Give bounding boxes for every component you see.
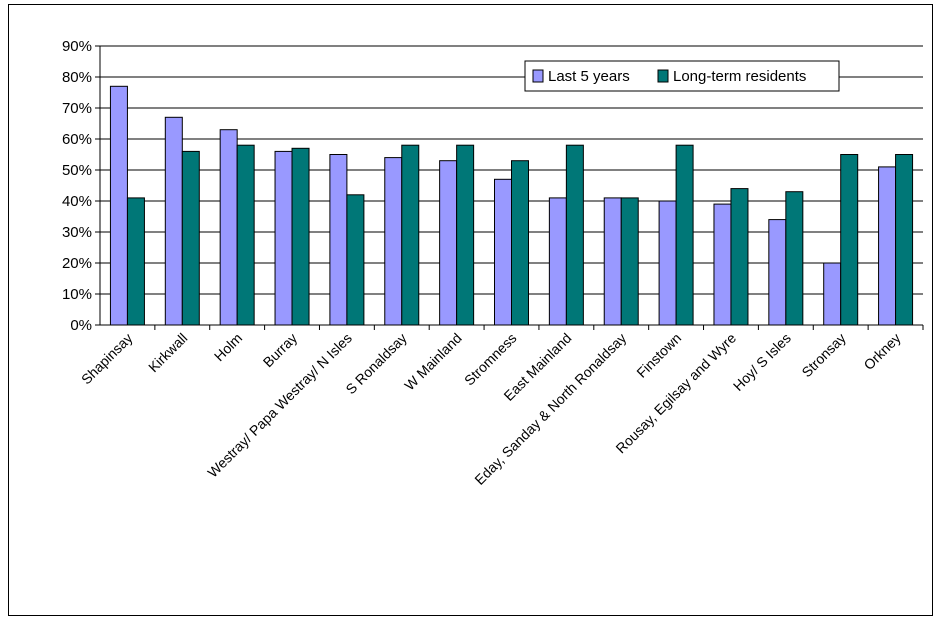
bar-long-term-residents xyxy=(895,154,914,326)
bar-long-term-residents xyxy=(456,144,475,326)
bar-long-term-residents xyxy=(401,144,420,326)
y-tick-label: 30% xyxy=(62,224,92,241)
bar-long-term-residents xyxy=(511,160,529,326)
bar-chart: 0% 10% 20% 30% 40% 50% 60% 70% 80% 90% Shapinsay Ki… xyxy=(62,38,924,488)
x-category-label: Shapinsay xyxy=(78,330,136,388)
bar-last-5-years xyxy=(494,178,512,326)
y-tick-label: 40% xyxy=(62,193,92,210)
legend-label: Last 5 years xyxy=(548,68,630,85)
bar-last-5-years xyxy=(164,116,183,326)
bar-long-term-residents xyxy=(181,150,200,326)
bar-long-term-residents xyxy=(785,191,804,326)
bar-long-term-residents xyxy=(840,154,859,326)
bar-last-5-years xyxy=(219,129,238,326)
bar-long-term-residents xyxy=(346,194,365,326)
legend: Last 5 years Long-term residents xyxy=(524,60,840,92)
bar-last-5-years xyxy=(878,166,897,326)
x-category-label: Orkney xyxy=(860,330,903,373)
y-tick-label: 70% xyxy=(62,100,92,117)
bar-last-5-years xyxy=(658,200,677,326)
x-category-label: Finstown xyxy=(633,330,684,381)
legend-swatch-long-term-residents xyxy=(657,69,669,83)
bar-last-5-years xyxy=(109,85,128,326)
legend-label: Long-term residents xyxy=(673,68,806,85)
bar-long-term-residents xyxy=(236,144,255,326)
bar-last-5-years xyxy=(823,262,842,326)
bar-last-5-years xyxy=(603,197,622,326)
y-tick-label: 90% xyxy=(62,38,92,55)
bar-long-term-residents xyxy=(675,144,694,326)
bar-last-5-years xyxy=(713,203,732,326)
bar-last-5-years xyxy=(274,150,293,326)
bar-long-term-residents xyxy=(730,188,749,326)
x-category-label: W Mainland xyxy=(401,330,465,394)
bar-last-5-years xyxy=(768,219,787,326)
legend-swatch-last-5-years xyxy=(532,69,544,83)
y-tick-label: 80% xyxy=(62,69,92,86)
x-category-label: Kirkwall xyxy=(145,330,190,375)
x-category-label: Burray xyxy=(260,330,300,370)
x-category-label: Hoy/ S Isles xyxy=(730,330,794,394)
chart-area: 0% 10% 20% 30% 40% 50% 60% 70% 80% 90% Shapinsay Ki… xyxy=(8,4,933,616)
y-tick-label: 50% xyxy=(62,162,92,179)
legend-box xyxy=(524,60,840,92)
bar-long-term-residents xyxy=(126,197,145,326)
y-tick-label: 60% xyxy=(62,131,92,148)
bar-last-5-years xyxy=(548,197,567,326)
y-tick-label: 0% xyxy=(70,317,92,334)
bar-last-5-years xyxy=(329,154,348,326)
x-category-label: Stromness xyxy=(461,330,520,389)
bar-long-term-residents xyxy=(565,144,584,326)
y-tick-label: 10% xyxy=(62,286,92,303)
bar-last-5-years xyxy=(384,157,403,326)
x-category-label: Stronsay xyxy=(798,330,848,380)
x-category-label: Holm xyxy=(211,330,245,364)
bar-last-5-years xyxy=(439,160,458,326)
bar-long-term-residents xyxy=(620,197,639,326)
bar-long-term-residents xyxy=(291,147,310,326)
y-tick-label: 20% xyxy=(62,255,92,272)
bars xyxy=(109,85,914,326)
